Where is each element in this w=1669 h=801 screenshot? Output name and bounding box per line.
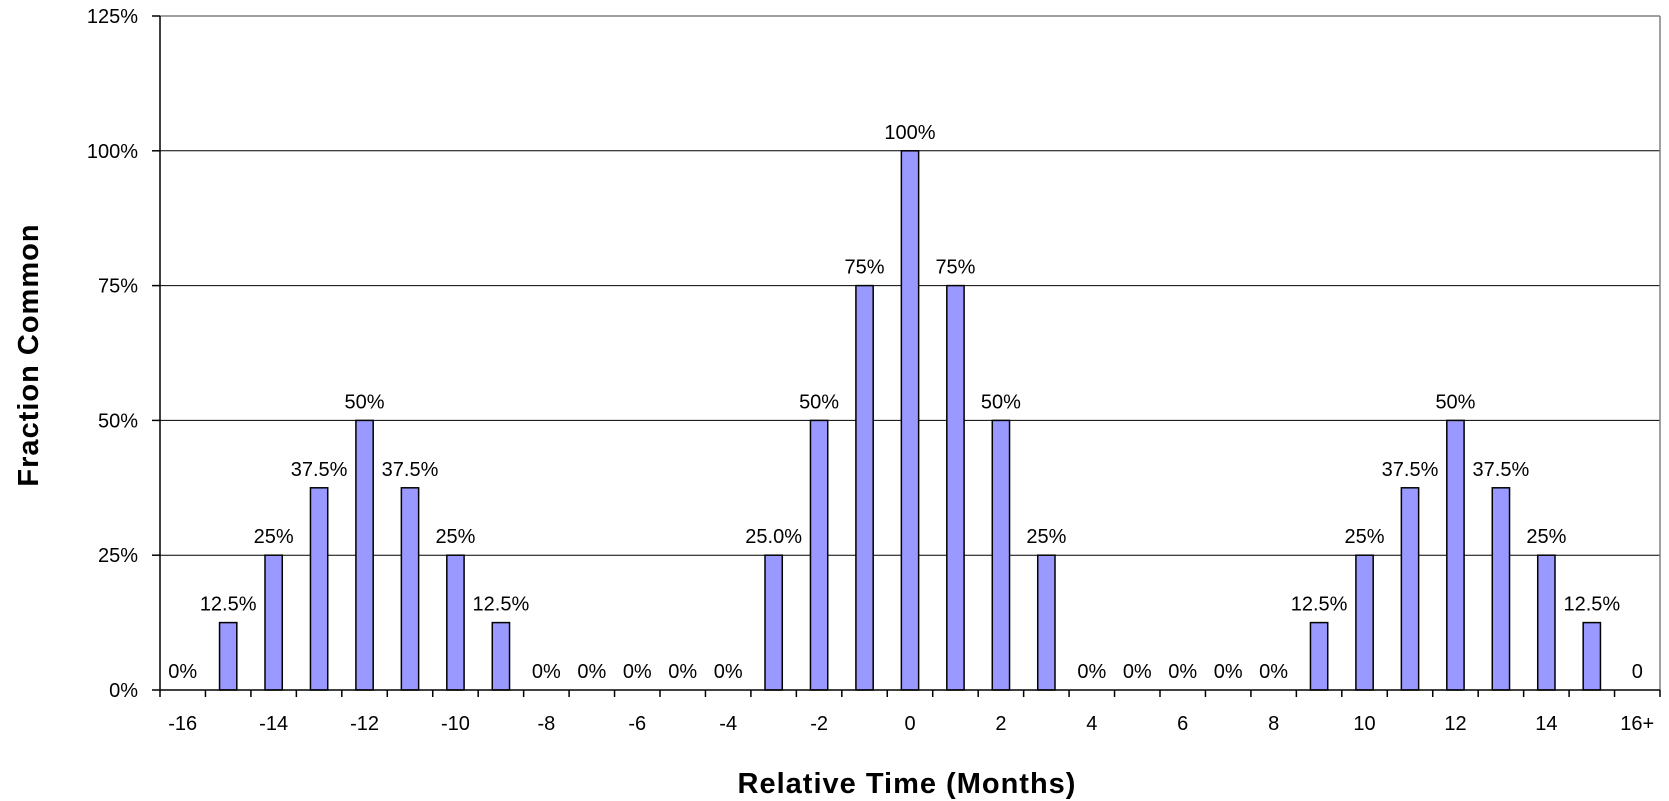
data-label: 0% (714, 661, 743, 683)
data-label: 100% (884, 122, 935, 144)
bar (264, 554, 284, 691)
data-label: 25% (254, 526, 294, 548)
x-tick-label: 0 (904, 713, 915, 735)
data-label: 0% (577, 661, 606, 683)
data-label: 75% (935, 257, 975, 279)
bar (764, 554, 784, 691)
bar (946, 284, 965, 691)
bar (1400, 487, 1420, 691)
y-axis: 0% 25% 50% 75% 100% 125% (87, 6, 161, 702)
data-label: 37.5% (1473, 459, 1530, 481)
x-tick-label: 14 (1535, 713, 1557, 735)
bar (446, 554, 465, 691)
y-tick-label: 100% (87, 141, 138, 163)
data-label: 25% (435, 526, 475, 548)
data-label: 25% (1345, 526, 1385, 548)
data-label: 50% (1435, 391, 1475, 413)
x-tick-label: 10 (1353, 713, 1375, 735)
data-label: 12.5% (1563, 594, 1620, 616)
data-label: 0% (532, 661, 561, 683)
bar (1446, 419, 1465, 691)
x-tick-label: -8 (537, 713, 555, 735)
data-label: 37.5% (1382, 459, 1439, 481)
y-tick-label: 25% (98, 545, 138, 567)
bar (491, 621, 511, 691)
bar (1309, 621, 1329, 691)
bar (855, 284, 874, 691)
data-label: 0% (1259, 661, 1288, 683)
x-tick-label: -2 (810, 713, 828, 735)
x-tick-label: 4 (1086, 713, 1097, 735)
data-label: 0% (1123, 661, 1152, 683)
bar (1491, 487, 1511, 691)
x-tick-label: -4 (719, 713, 737, 735)
bar (809, 419, 829, 691)
x-tick-label: -10 (441, 713, 470, 735)
data-label: 12.5% (473, 594, 530, 616)
bar (900, 150, 920, 691)
data-label: 0% (1214, 661, 1243, 683)
data-label: 25% (1026, 526, 1066, 548)
bar (218, 621, 238, 691)
data-label: 0 (1632, 661, 1643, 683)
y-tick-label: 0% (109, 680, 138, 702)
data-label: 0% (1077, 661, 1106, 683)
x-tick-label: 16+ (1620, 713, 1654, 735)
bars (218, 150, 1602, 691)
x-tick-label: 2 (995, 713, 1006, 735)
x-tick-label: -12 (350, 713, 379, 735)
bar (309, 487, 329, 691)
data-label: 0% (668, 661, 697, 683)
plot-area-border (160, 15, 1661, 690)
data-label: 25.0% (745, 526, 802, 548)
data-label: 37.5% (291, 459, 348, 481)
y-tick-label: 75% (98, 276, 138, 298)
data-label: 12.5% (1291, 594, 1348, 616)
data-label: 0% (1168, 661, 1197, 683)
bar (1582, 621, 1602, 691)
data-label: 0% (168, 661, 197, 683)
x-tick-label: 12 (1444, 713, 1466, 735)
data-label: 50% (799, 391, 839, 413)
bar (1355, 554, 1374, 691)
y-tick-label: 50% (98, 410, 138, 432)
data-label: 25% (1526, 526, 1566, 548)
y-tick-label: 125% (87, 6, 138, 28)
bar (1536, 554, 1556, 691)
x-axis: -16 -14 -12 -10 -8 -6 -4 -2 0 2 4 6 8 10 12 14 16+ (159, 689, 1661, 735)
data-label: 0% (623, 661, 652, 683)
data-labels: 0% 12.5% 25% 37.5% 50% 37.5% 25% 12.5% 0% 0% 0% 0% 0… (168, 122, 1643, 683)
bar (355, 419, 374, 691)
data-label: 37.5% (382, 459, 439, 481)
bar (400, 487, 420, 691)
data-label: 75% (845, 257, 885, 279)
x-axis-title: Relative Time (Months) (738, 768, 1077, 800)
data-label: 50% (981, 391, 1021, 413)
x-tick-label: 8 (1268, 713, 1279, 735)
bar (991, 419, 1011, 691)
x-tick-label: -14 (259, 713, 288, 735)
data-label: 50% (345, 391, 385, 413)
bar (1036, 554, 1056, 691)
data-label: 12.5% (200, 594, 257, 616)
y-axis-title: Fraction Common (13, 223, 45, 486)
x-tick-label: -6 (628, 713, 646, 735)
x-tick-label: 6 (1177, 713, 1188, 735)
x-tick-label: -16 (168, 713, 197, 735)
